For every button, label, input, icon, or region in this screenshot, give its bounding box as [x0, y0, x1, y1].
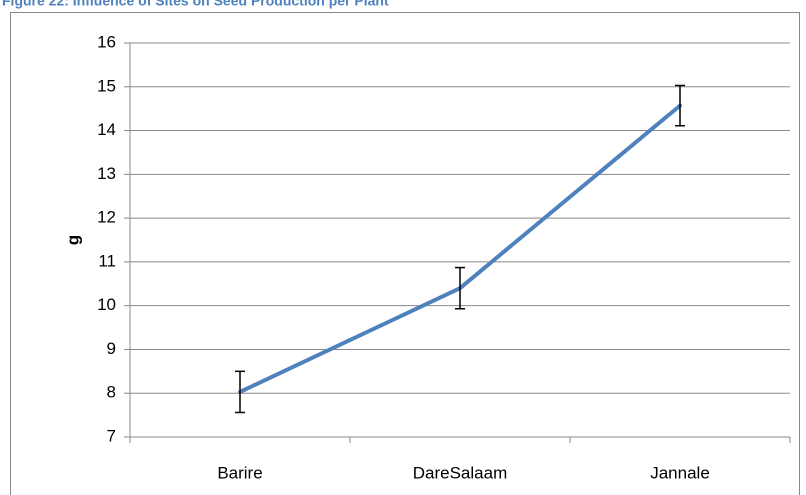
- y-tick-label: 7: [107, 426, 116, 445]
- x-tick-label: Barire: [217, 463, 262, 482]
- y-tick-label: 13: [97, 164, 116, 183]
- y-tick-label: 16: [97, 32, 116, 51]
- y-tick-label: 10: [97, 295, 116, 314]
- x-tick-label: Jannale: [650, 463, 710, 482]
- chart-title: Figure 22: Influence of Sites on Seed Pr…: [2, 0, 389, 9]
- y-tick-label: 12: [97, 208, 116, 227]
- error-bar: [675, 84, 685, 127]
- y-tick-label: 8: [107, 383, 116, 402]
- error-bar: [455, 266, 465, 310]
- x-tick-label: DareSalaam: [413, 463, 508, 482]
- y-axis-label: g: [63, 235, 82, 245]
- error-bar: [235, 370, 245, 414]
- y-tick-label: 14: [97, 120, 116, 139]
- y-tick-label: 9: [107, 339, 116, 358]
- y-tick-label: 11: [98, 251, 116, 270]
- chart-frame: [10, 12, 800, 495]
- y-tick-label: 15: [97, 76, 116, 95]
